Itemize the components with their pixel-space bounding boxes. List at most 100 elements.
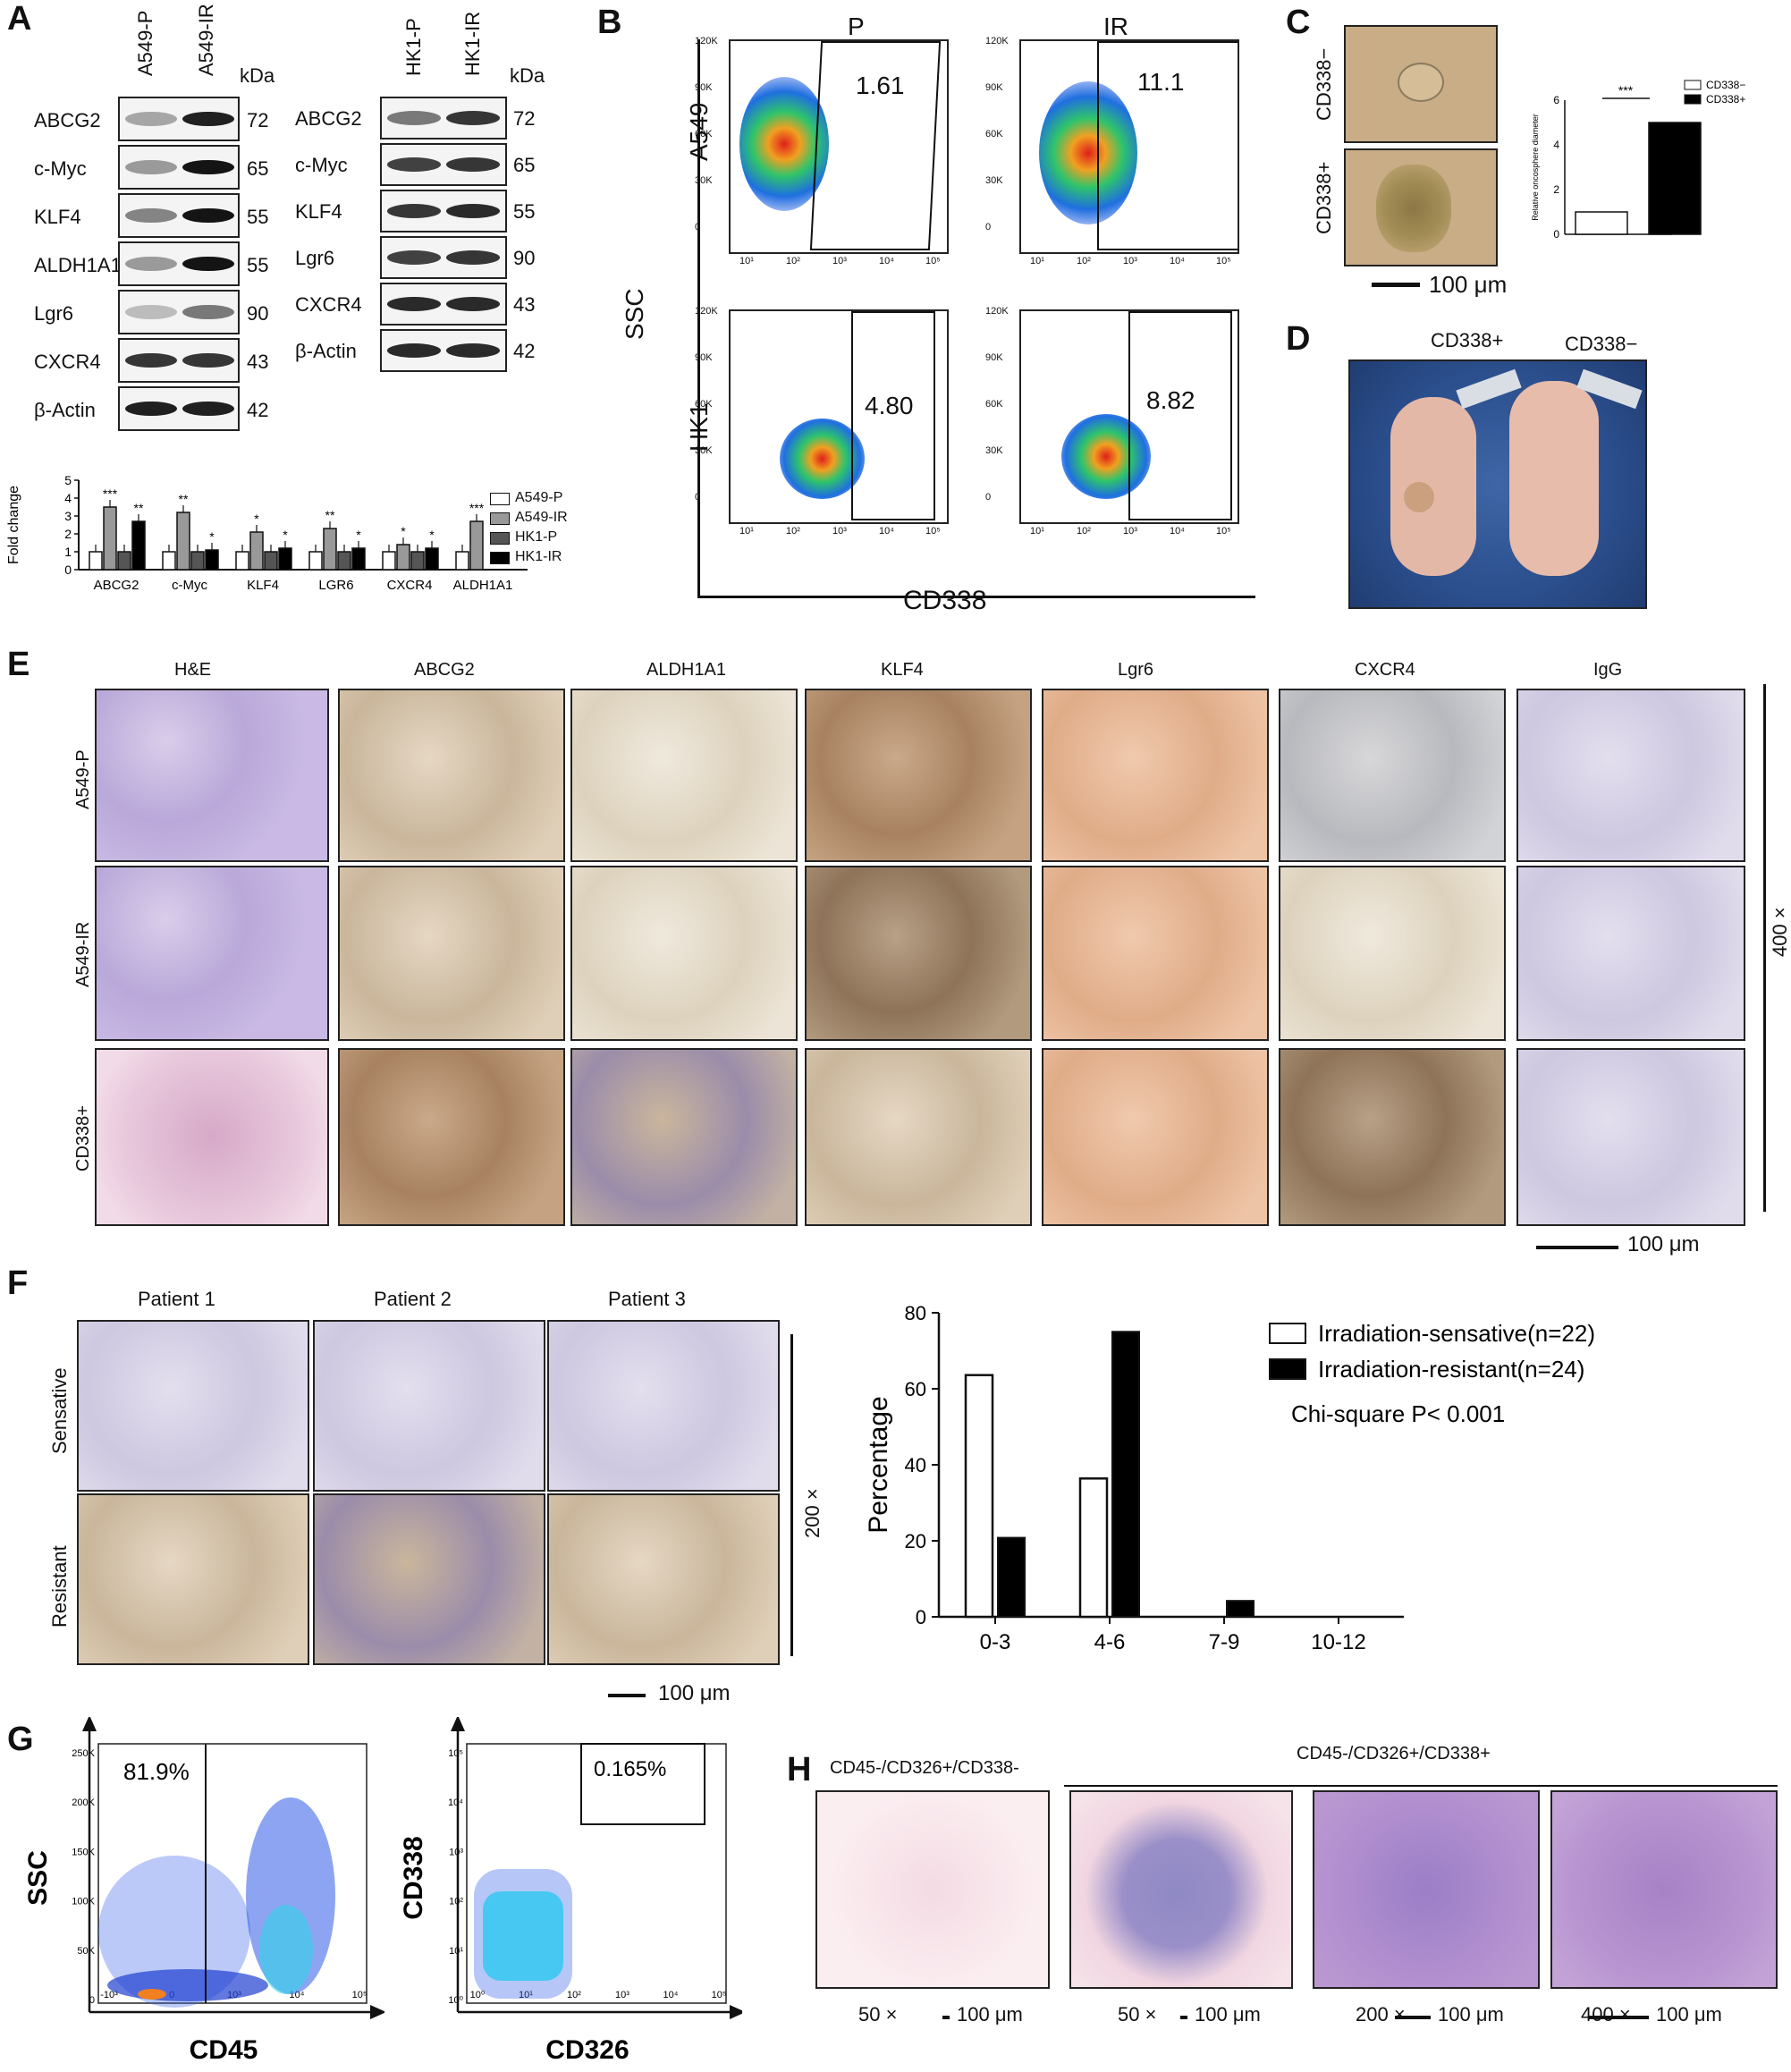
y-tick-label: 6 — [1553, 94, 1559, 106]
blot-row-label: c-Myc — [34, 157, 87, 180]
y-tick-label: 250K — [72, 1748, 95, 1759]
significance-mark: ** — [179, 492, 189, 506]
x-tick-label: 10¹ — [519, 1990, 533, 2000]
b-y-tick: 60K — [985, 399, 1003, 410]
y-tick-label: 4 — [1553, 139, 1559, 151]
y-tick-label: 10² — [449, 1897, 463, 1907]
mag-bar-f — [790, 1334, 793, 1656]
mag-label: 200 × — [1356, 2003, 1406, 2025]
x-tick-label: 7-9 — [1209, 1630, 1240, 1654]
x-tick-label: 4-6 — [1094, 1630, 1126, 1654]
f-row-header: Resistant — [48, 1545, 71, 1628]
y-tick-label: 60 — [905, 1378, 926, 1400]
f-col-header: Patient 1 — [138, 1288, 215, 1310]
blot-band — [387, 204, 441, 218]
bar — [103, 506, 117, 571]
mag-label-f: 200 × — [801, 1488, 824, 1538]
b-x-tick: 10⁴ — [879, 256, 894, 266]
lane-header: A549-IR — [195, 4, 217, 76]
b-col-title: IR — [1103, 13, 1128, 40]
kda-label-right: kDa — [510, 64, 545, 87]
b-x-tick: 10⁵ — [1216, 256, 1231, 266]
blot-strip — [118, 97, 240, 141]
mouse-label-pos: CD338+ — [1431, 329, 1504, 351]
flow-density — [483, 1891, 563, 1981]
blot-kda: 42 — [247, 399, 269, 421]
b-y-tick: 0 — [695, 492, 701, 503]
ihc-tile — [1516, 866, 1745, 1041]
b-x-tick: 10⁵ — [925, 256, 941, 266]
flow-gate — [1097, 41, 1238, 250]
blot-kda: 43 — [513, 293, 536, 316]
e-col-header: KLF4 — [881, 660, 924, 680]
flow-density — [107, 1969, 268, 2001]
scale-label: 100 μm — [1438, 2003, 1504, 2025]
scale-label: 100 μm — [1656, 2003, 1722, 2025]
bar — [425, 547, 439, 571]
scale-bar-f — [608, 1694, 646, 1697]
blot-kda: 65 — [513, 154, 536, 176]
y-tick-label: 200K — [72, 1797, 95, 1808]
blot-kda: 90 — [513, 247, 536, 269]
x-tick-label: -10³ — [100, 1990, 118, 2000]
flow-density — [138, 1989, 166, 2000]
panel-label-d: D — [1286, 320, 1311, 358]
blot-band — [387, 111, 441, 125]
b-x-tick: 10³ — [1123, 256, 1137, 266]
ihc-tile — [1042, 689, 1269, 862]
y-tick-label: 100K — [72, 1897, 95, 1907]
x-tick-label: ALDH1A1 — [453, 578, 513, 593]
bar — [176, 512, 190, 571]
e-row-header: CD338+ — [73, 1104, 93, 1171]
blot-strip — [380, 236, 507, 279]
mag-label-e: 400 × — [1769, 907, 1791, 957]
x-tick-label: ABCG2 — [94, 578, 139, 593]
blot-row-label: ALDH1A1 — [34, 254, 122, 276]
blot-kda: 90 — [247, 302, 269, 325]
blot-strip — [380, 97, 507, 140]
blot-band — [125, 111, 177, 127]
legend-swatch — [1684, 94, 1702, 105]
bar — [1575, 211, 1628, 235]
panel-label-c: C — [1286, 4, 1311, 41]
bar-sensitive — [964, 1374, 994, 1619]
ihc-tile — [570, 866, 798, 1041]
ihc-tile — [547, 1320, 780, 1492]
bar — [410, 551, 425, 571]
scale-label: 100 μm — [1195, 2003, 1261, 2025]
blot-row-label: KLF4 — [34, 206, 81, 228]
y-tick-label: 3 — [64, 509, 72, 523]
ihc-tile — [805, 1048, 1032, 1226]
ihc-tile — [95, 689, 329, 862]
b-x-tick: 10³ — [1123, 526, 1137, 537]
bar — [455, 551, 469, 571]
b-xlabel: CD338 — [903, 586, 987, 615]
x-tick-label: 10⁴ — [663, 1990, 679, 2000]
ihc-tile — [95, 1048, 329, 1226]
y-tick-label: 0 — [89, 1995, 95, 2006]
b-row-title: HK1 — [685, 402, 713, 452]
b-x-tick: 10⁴ — [879, 526, 894, 537]
x-tick-label: 10⁰ — [470, 1990, 486, 2000]
b-axis-vertical — [697, 39, 700, 597]
b-y-tick: 0 — [985, 492, 992, 503]
flow-density — [1039, 81, 1137, 224]
legend-swatch — [490, 493, 510, 505]
blot-band — [446, 297, 500, 311]
bar — [323, 528, 337, 571]
b-y-tick: 90K — [985, 352, 1003, 363]
b-x-tick: 10¹ — [1030, 256, 1044, 266]
flow-plot: 11.1 — [1019, 39, 1239, 254]
y-tick-label: 10⁵ — [448, 1748, 463, 1759]
bar — [235, 551, 249, 571]
b-y-tick: 60K — [695, 129, 713, 140]
legend-swatch — [1269, 1323, 1306, 1344]
irradiation-percentage-chart: 0 20 40 60 80 Percentage 0-3 4-6 7-9 10-12 Irradia… — [864, 1302, 1595, 1654]
panel-label-a: A — [7, 0, 32, 38]
significance-mark: * — [429, 528, 435, 542]
b-x-tick: 10² — [786, 526, 800, 537]
blot-row-label: β-Actin — [34, 399, 96, 421]
ihc-tile — [570, 689, 798, 862]
y-tick-label: 2 — [1553, 183, 1559, 196]
b-x-tick: 10⁵ — [1216, 526, 1231, 537]
